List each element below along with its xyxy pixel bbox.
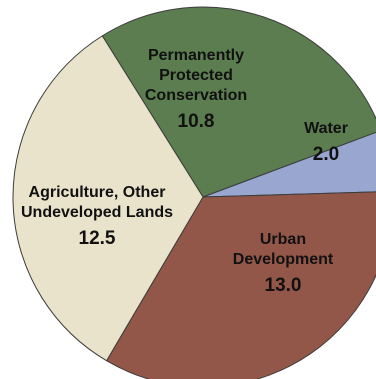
slice-value-1: 2.0: [313, 144, 339, 165]
slice-label-2-line-1: Development: [233, 251, 334, 268]
slice-label-0-line-1: Protected: [159, 67, 233, 84]
pie-slice-1: [202, 131, 376, 198]
slice-label-1-line-0: Water: [304, 120, 348, 137]
slice-label-2-line-0: Urban: [260, 231, 306, 248]
slice-label-0-line-0: Permanently: [148, 47, 244, 64]
slice-label-3-line-0: Agriculture, Other: [29, 184, 166, 201]
slice-value-0: 10.8: [178, 111, 215, 132]
pie-slice-3: [12, 35, 204, 362]
pie-slice-0: [101, 6, 376, 198]
slice-label-0-line-2: Conservation: [145, 87, 247, 104]
slice-value-3: 12.5: [79, 228, 116, 249]
pie-labels: Permanently Protected Conservation 10.8 Wate…: [21, 47, 348, 296]
pie-slices: [12, 6, 376, 379]
slice-label-3-line-1: Undeveloped Lands: [21, 204, 173, 221]
slice-value-2: 13.0: [265, 275, 302, 296]
pie-slice-2: [105, 191, 376, 379]
